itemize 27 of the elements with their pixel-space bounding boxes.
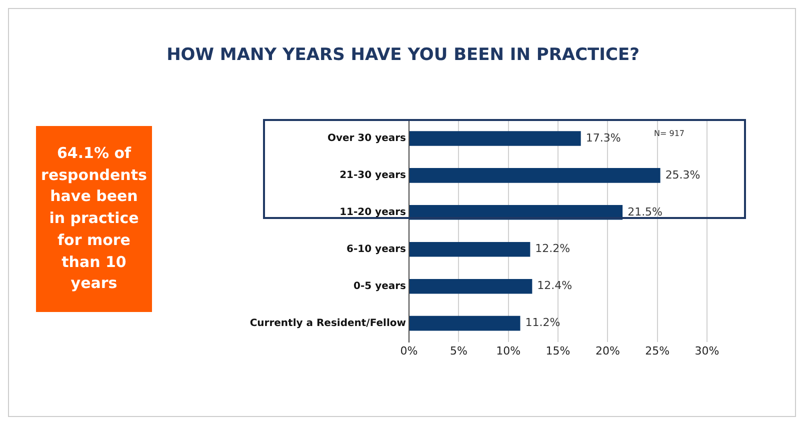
- x-tick-label: 10%: [496, 344, 521, 358]
- data-label: 17.3%: [586, 131, 621, 144]
- y-tick-label: 21-30 years: [340, 170, 406, 182]
- text: 64.1% of respondents have been in practice for more than 10 years: [36, 126, 152, 312]
- x-tick-label: 20%: [595, 344, 620, 358]
- x-tick-label: 0%: [400, 344, 418, 358]
- bar: [410, 242, 530, 257]
- x-tick-label: 15%: [546, 344, 570, 358]
- y-tick-label: 6-10 years: [346, 244, 406, 255]
- data-label: 25.3%: [665, 168, 700, 182]
- data-label: 21.5%: [628, 205, 663, 218]
- annotation: N= 917: [654, 129, 684, 138]
- data-label: 12.2%: [535, 242, 570, 256]
- x-tick-label: 25%: [645, 344, 670, 358]
- bar: [410, 168, 660, 183]
- y-tick-label: 0-5 years: [354, 280, 406, 292]
- bar: [410, 278, 532, 294]
- bar: [410, 316, 520, 331]
- x-tick-label: 30%: [694, 344, 720, 358]
- y-tick-label: Over 30 years: [327, 133, 406, 144]
- data-label: 11.2%: [525, 316, 560, 330]
- y-tick-label: Currently a Resident/Fellow: [250, 318, 406, 329]
- y-tick-label: 11-20 years: [340, 207, 406, 218]
- data-label: 12.4%: [537, 279, 572, 292]
- bar: [410, 131, 581, 146]
- chart-title: HOW MANY YEARS HAVE YOU BEEN IN PRACTICE?: [166, 45, 640, 65]
- x-tick-label: 5%: [450, 344, 468, 358]
